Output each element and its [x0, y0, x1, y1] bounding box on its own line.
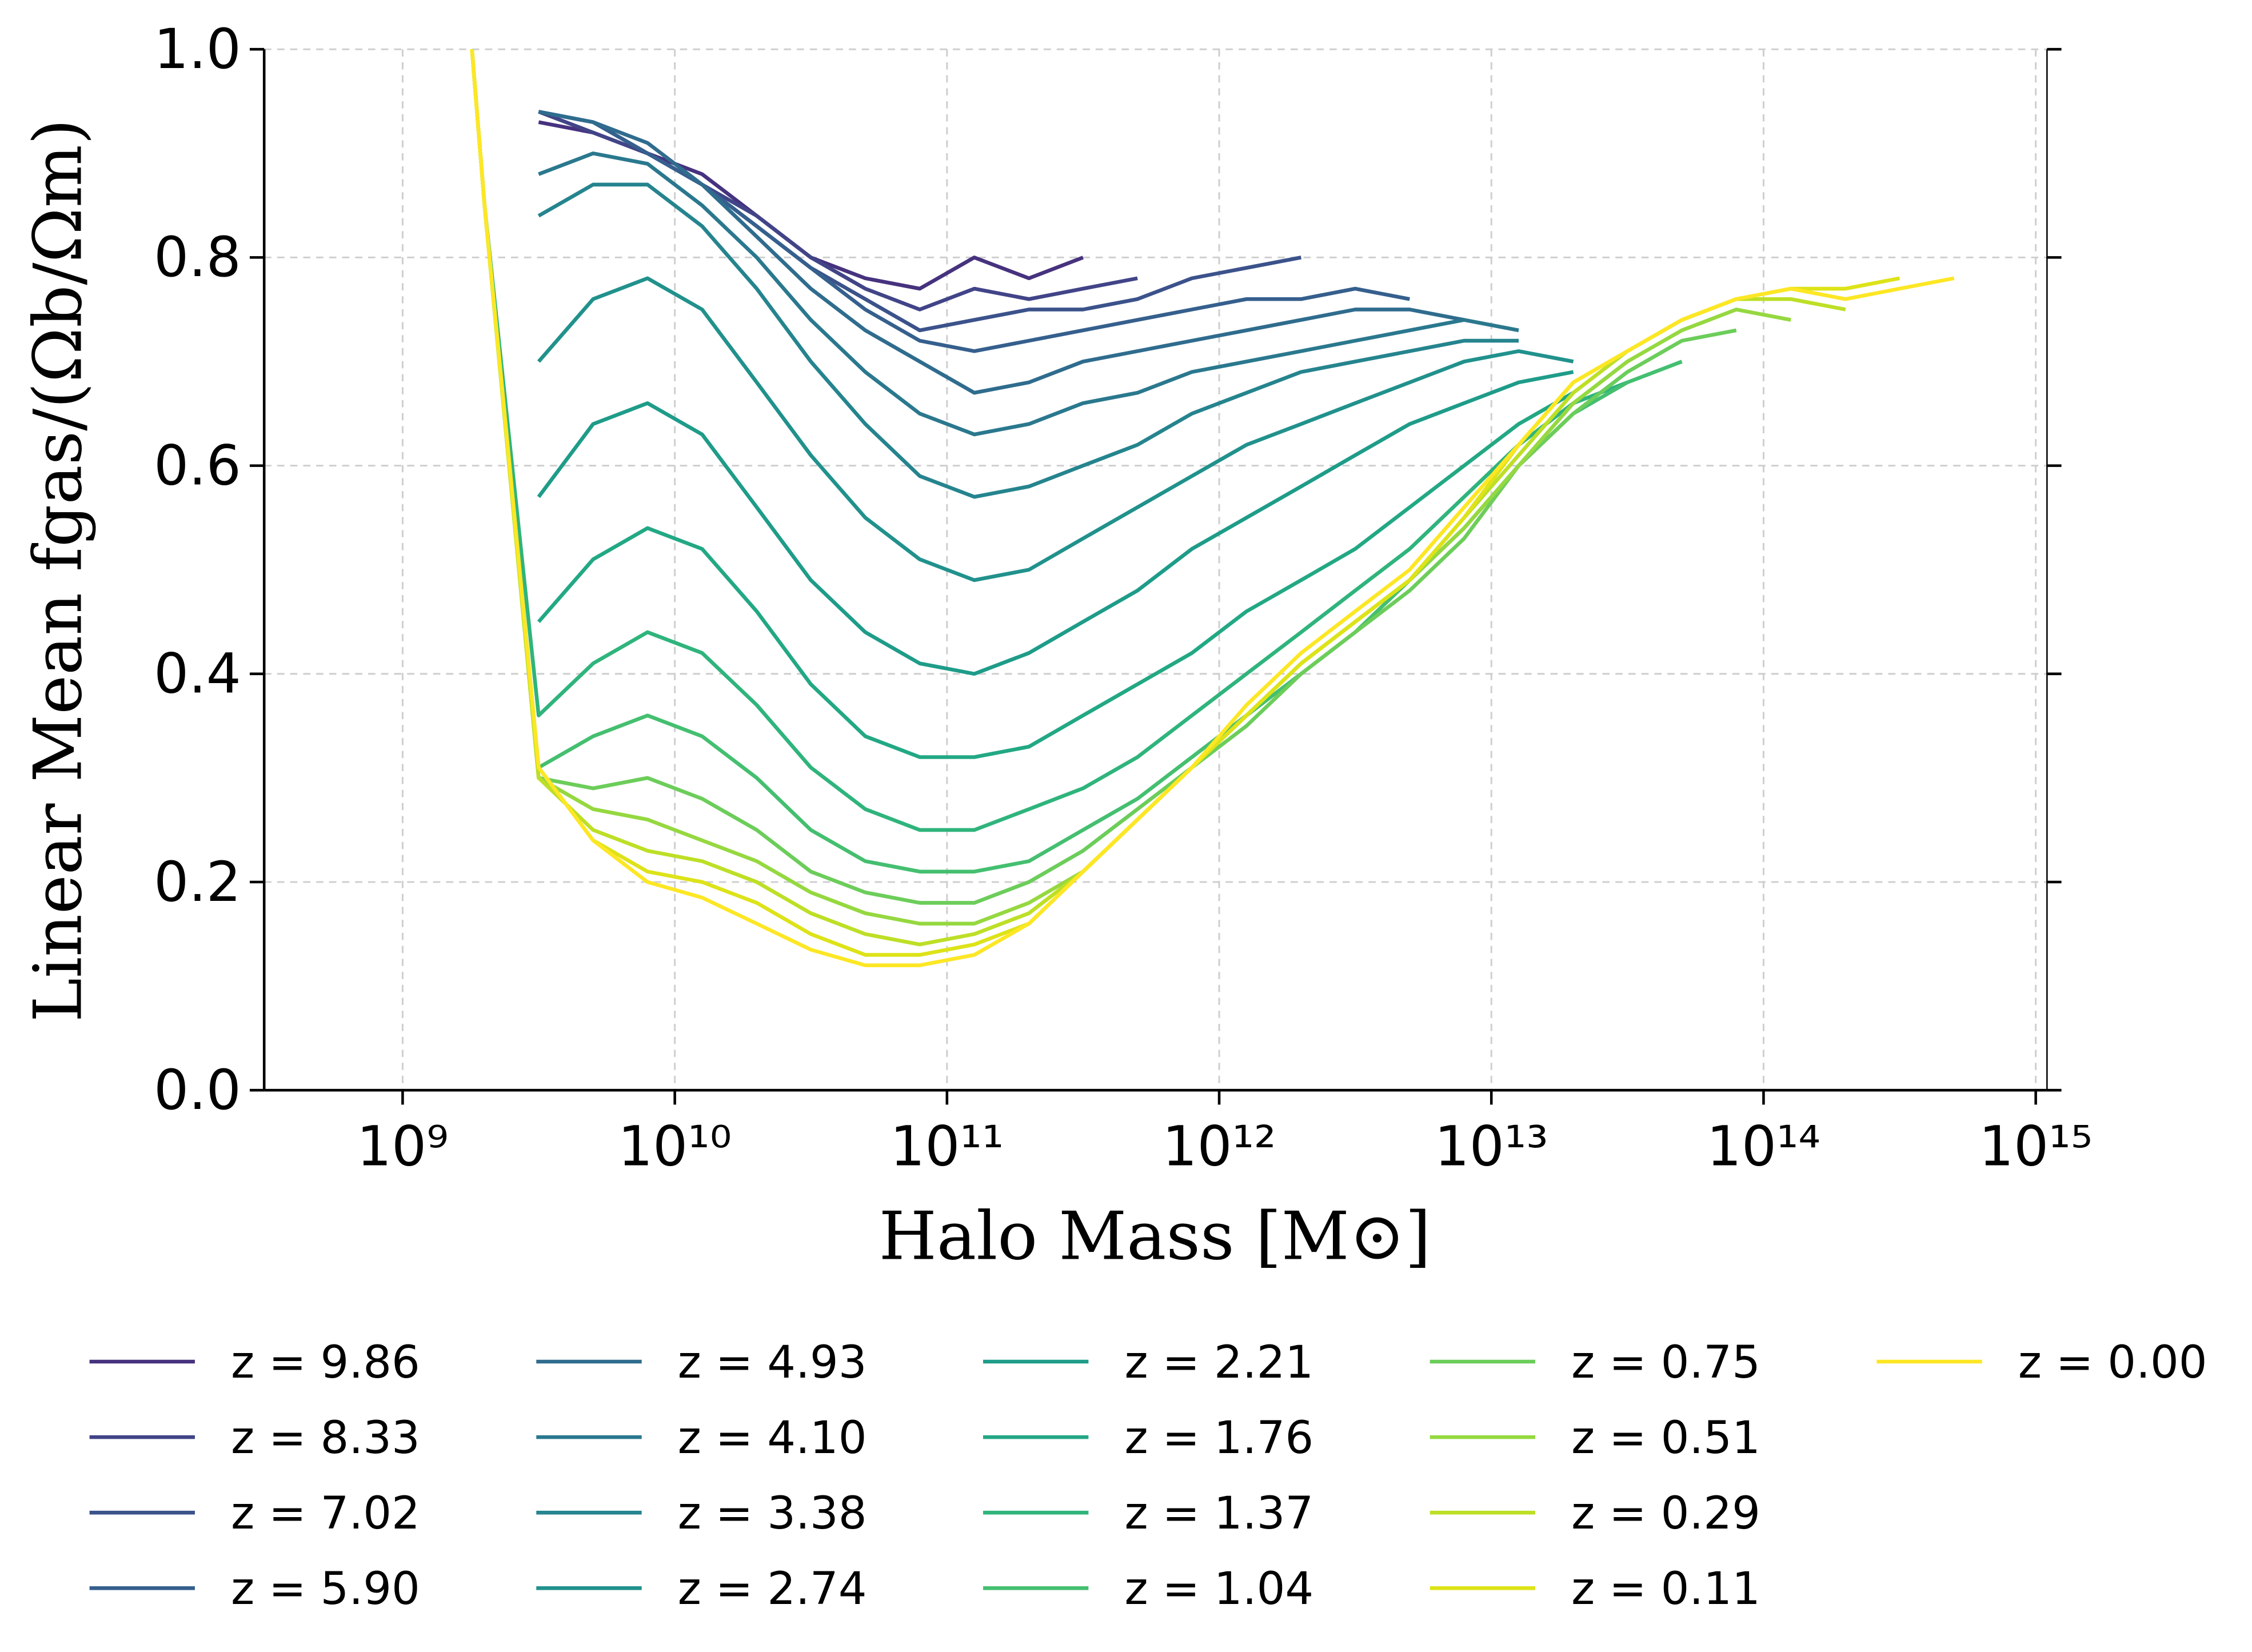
x-tick-label: 10⁹ — [357, 1115, 449, 1179]
y-tick-label: 0.2 — [154, 850, 241, 914]
legend-label: z = 1.04 — [1124, 1563, 1313, 1615]
plot-area — [470, 49, 1955, 967]
legend-label: z = 0.75 — [1571, 1336, 1760, 1388]
data-line — [537, 391, 1575, 759]
legend-label: z = 4.93 — [678, 1336, 867, 1388]
data-line — [537, 370, 1574, 676]
x-tick-label: 10¹³ — [1435, 1115, 1548, 1179]
legend-label: z = 0.29 — [1571, 1487, 1760, 1539]
y-axis-label: Linear Mean fgas/(Ωb/Ωm) — [19, 119, 97, 1022]
y-tick-label: 0.6 — [154, 433, 241, 497]
x-axis-label: Halo Mass [M⊙] — [879, 1198, 1431, 1275]
legend: z = 9.86 z = 8.33 z = 7.02 z = 5.90 z = 4.93… — [89, 1336, 2207, 1615]
data-line — [537, 182, 1519, 499]
x-tick-label: 10¹² — [1162, 1115, 1276, 1179]
legend-label: z = 9.86 — [231, 1336, 420, 1388]
data-line — [538, 120, 1084, 291]
y-tick-label: 1.0 — [154, 17, 241, 81]
legend-label: z = 7.02 — [231, 1487, 420, 1539]
legend-label: z = 3.38 — [678, 1487, 867, 1539]
y-tick-label: 0.0 — [154, 1058, 241, 1122]
y-tick-label: 0.8 — [154, 225, 241, 289]
data-line — [538, 110, 1465, 395]
ticks: 0.0 0.2 0.4 0.6 0.8 1.0 10⁹ 10¹⁰ 10¹¹ 10¹² 10¹³ 10¹… — [154, 17, 2093, 1178]
legend-label: z = 4.10 — [678, 1412, 867, 1464]
legend-label: z = 8.33 — [231, 1412, 420, 1464]
grid — [264, 48, 2047, 1091]
x-tick-label: 10¹⁴ — [1707, 1115, 1820, 1179]
legend-label: z = 0.11 — [1571, 1563, 1760, 1615]
legend-label: z = 5.90 — [231, 1563, 420, 1615]
x-tick-label: 10¹⁰ — [618, 1115, 732, 1179]
data-line — [470, 49, 1955, 967]
legend-label: z = 2.74 — [678, 1563, 867, 1615]
legend-label: z = 1.76 — [1124, 1412, 1313, 1464]
legend-label: z = 0.51 — [1571, 1412, 1760, 1464]
x-tick-label: 10¹⁵ — [1979, 1115, 2093, 1179]
legend-label: z = 2.21 — [1124, 1336, 1313, 1388]
data-line — [537, 276, 1574, 582]
legend-label: z = 0.00 — [2018, 1336, 2207, 1388]
data-line — [538, 110, 1302, 333]
y-tick-label: 0.4 — [154, 642, 241, 706]
legend-label: z = 1.37 — [1124, 1487, 1313, 1539]
data-line — [470, 49, 1628, 832]
data-line — [538, 151, 1519, 437]
x-tick-label: 10¹¹ — [890, 1115, 1004, 1179]
data-line — [538, 110, 1410, 353]
